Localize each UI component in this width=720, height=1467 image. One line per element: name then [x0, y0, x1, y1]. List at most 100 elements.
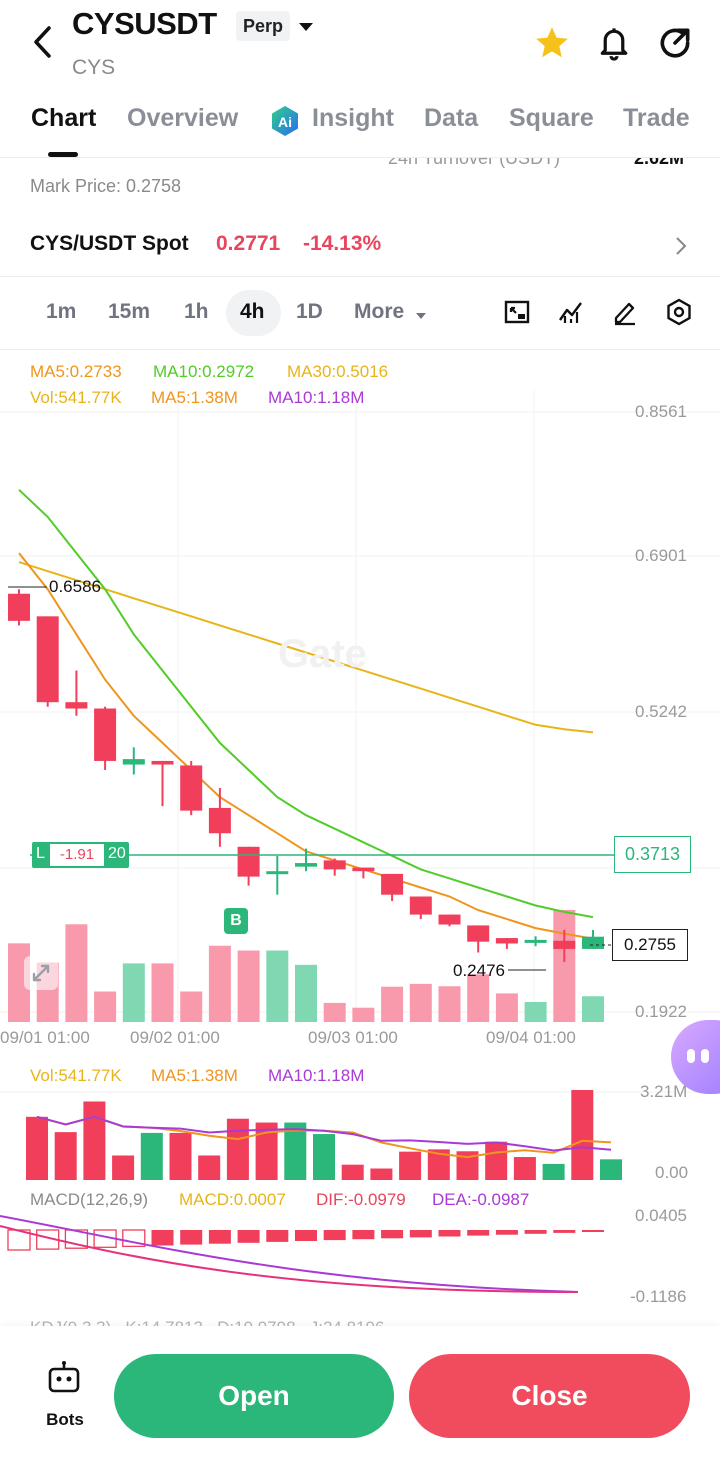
x-axis-label: 09/04 01:00 — [486, 1028, 576, 1047]
candle-body — [122, 759, 145, 765]
turnover-value: 2.62M — [634, 158, 685, 168]
macd-bar — [409, 1230, 432, 1238]
interval-more[interactable]: More — [354, 300, 405, 323]
back-icon[interactable] — [28, 24, 58, 60]
star-icon[interactable] — [533, 24, 571, 62]
interval-1d[interactable]: 1D — [296, 300, 323, 323]
macd-y-top: 0.0405 — [635, 1206, 687, 1225]
volume-bar — [553, 910, 576, 1022]
tab-chart[interactable]: Chart — [31, 104, 97, 132]
volume-bar — [226, 1118, 249, 1180]
settings-icon[interactable] — [665, 298, 693, 326]
candle-body — [495, 938, 518, 944]
tab-square[interactable]: Square — [509, 104, 594, 132]
volume-bar — [295, 964, 317, 1022]
chart-area[interactable]: MA5:0.2733 MA10:0.2972 MA30:0.5016 Vol:5… — [0, 350, 720, 1050]
volume-bar — [370, 1168, 393, 1180]
vol-label: Vol:541.77K — [30, 388, 122, 407]
spot-pair: CYS/USDT Spot — [30, 232, 189, 255]
macd-title: MACD(12,26,9) — [30, 1190, 149, 1209]
x-axis-label: 09/01 01:00 — [0, 1028, 90, 1047]
dif-line — [0, 1225, 579, 1293]
candle-body — [151, 760, 174, 765]
bell-icon[interactable] — [596, 24, 632, 62]
buy-marker[interactable]: B — [224, 908, 248, 934]
volume-bar — [169, 1132, 192, 1180]
macd-bar — [438, 1230, 461, 1237]
tab-trade[interactable]: Trade — [623, 104, 690, 132]
macd-bar — [381, 1230, 404, 1239]
volume-bar — [381, 986, 404, 1022]
candle-body — [323, 860, 346, 870]
candle-body — [409, 896, 432, 915]
candle-body — [65, 702, 88, 709]
chevron-down-icon[interactable] — [298, 20, 314, 32]
volume-bar — [323, 1002, 346, 1022]
macd-bar — [208, 1230, 231, 1244]
vol-y-bottom: 0.00 — [655, 1163, 689, 1182]
spot-change: -14.13% — [303, 232, 382, 255]
macd-y-bottom: -0.1186 — [630, 1287, 687, 1306]
macd-bar — [495, 1230, 518, 1235]
bots-label[interactable]: Bots — [46, 1410, 84, 1429]
macd-bar — [151, 1230, 174, 1246]
candle-body — [582, 936, 604, 949]
close-button[interactable]: Close — [409, 1354, 690, 1438]
ma10-label: MA10:0.2972 — [153, 362, 255, 381]
expand-icon[interactable] — [24, 956, 58, 990]
candlestick-chart[interactable] — [0, 350, 720, 1050]
ma5-label: MA5:0.2733 — [30, 362, 122, 381]
macd-panel[interactable]: MACD(12,26,9) MACD:0.0007 DIF:-0.0979 DE… — [0, 1184, 720, 1306]
volume-bar — [65, 924, 88, 1022]
volume-bar — [198, 1155, 221, 1180]
open-button[interactable]: Open — [114, 1354, 394, 1438]
watermark-logo: Gate — [278, 632, 367, 676]
macd-bar — [180, 1230, 203, 1245]
volume-bar — [438, 986, 461, 1022]
tab-insight[interactable]: Insight — [312, 104, 394, 132]
draw-pen-icon[interactable] — [611, 298, 639, 326]
spot-link-row[interactable]: CYS/USDT Spot 0.2771 -14.13% — [0, 214, 720, 276]
indicator-icon[interactable] — [557, 298, 585, 326]
interval-1h[interactable]: 1h — [184, 300, 209, 323]
spot-price: 0.2771 — [216, 232, 281, 255]
volume-bar — [284, 1122, 307, 1180]
tab-overview[interactable]: Overview — [127, 104, 239, 132]
volume-bar — [352, 1007, 375, 1022]
candle-body — [237, 846, 260, 877]
y-axis-label: 0.5242 — [635, 702, 687, 721]
candle-body — [553, 940, 576, 949]
vol-ma5-label: MA5:1.38M — [151, 388, 238, 407]
position-line-tag[interactable]: L -1.91 20 — [32, 842, 129, 868]
tab-data[interactable]: Data — [424, 104, 479, 132]
volume-bar — [485, 1141, 508, 1180]
y-axis-label: 0.1922 — [635, 1002, 687, 1021]
contract-type-badge[interactable]: Perp — [236, 11, 290, 41]
volume-bar — [495, 993, 518, 1022]
volume-panel[interactable]: Vol:541.77K MA5:1.38M MA10:1.18M 3.21M 0… — [0, 1052, 720, 1184]
interval-1m[interactable]: 1m — [46, 300, 77, 323]
kdj-label: KDJ(9,3,3) K:14.7813 D:10.9798 J:24.8196 — [30, 1318, 385, 1328]
share-icon[interactable] — [656, 24, 694, 62]
position-pnl: -1.91 — [50, 844, 104, 866]
interval-4h[interactable]: 4h — [240, 300, 265, 323]
interval-15m[interactable]: 15m — [108, 300, 151, 323]
bots-icon[interactable] — [46, 1360, 82, 1396]
fullscreen-icon[interactable] — [503, 298, 531, 326]
volume-bar — [54, 1132, 77, 1180]
volume-bar — [571, 1090, 594, 1180]
position-price-tag[interactable]: 0.3713 — [614, 836, 691, 873]
position-leverage: 20 — [108, 845, 126, 862]
vol-panel-ma5: MA5:1.38M — [151, 1066, 238, 1085]
position-side: L — [36, 845, 45, 862]
volume-bar — [600, 1159, 622, 1180]
macd-bar — [323, 1230, 346, 1241]
macd-bar — [553, 1230, 576, 1233]
kdj-row-cut: KDJ(9,3,3) K:14.7813 D:10.9798 J:24.8196 — [0, 1306, 720, 1328]
active-tab-indicator — [48, 152, 78, 157]
turnover-label: 24h Turnover (USDT) — [388, 158, 561, 168]
chevron-right-icon — [674, 236, 688, 256]
symbol-title[interactable]: CYSUSDT — [72, 6, 217, 41]
volume-chart — [0, 1090, 720, 1180]
assistant-eye — [701, 1049, 709, 1063]
